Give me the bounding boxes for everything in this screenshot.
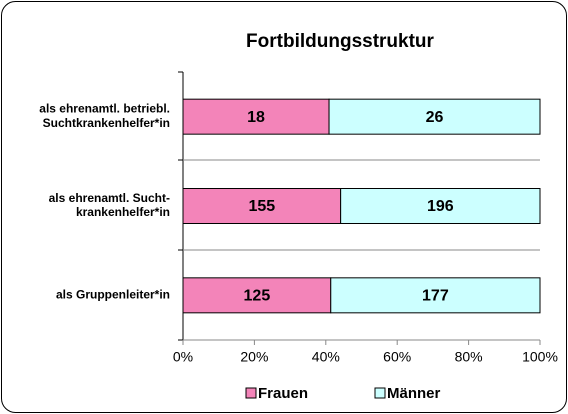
bar-segment [182, 98, 330, 135]
y-tick-label: als ehrenamtl. Sucht-krankenhelfer*in [49, 191, 170, 219]
legend-label: Männer [387, 385, 441, 402]
legend-label: Frauen [258, 385, 308, 402]
x-tick-label: 80% [455, 349, 483, 365]
y-tick-label: als ehrenamtl. betriebl. Suchtkrankenhelf… [39, 102, 170, 130]
data-label: 26 [426, 109, 444, 126]
bar-segment [182, 277, 332, 314]
data-label: 177 [422, 288, 449, 305]
x-tick-label: 20% [240, 349, 268, 365]
chart-title: Fortbildungsstruktur [246, 31, 434, 52]
data-label: 18 [247, 109, 265, 126]
data-label: 155 [248, 198, 275, 215]
x-tick-label: 100% [522, 349, 558, 365]
data-label: 125 [244, 288, 271, 305]
y-tick-label: als Gruppenleiter*in [56, 288, 170, 302]
data-label: 196 [427, 198, 454, 215]
bar-segment [340, 188, 541, 224]
x-tick-label: 60% [383, 349, 411, 365]
x-tick-label: 0% [173, 349, 193, 365]
legend-swatch [245, 387, 257, 399]
bar-segment [328, 98, 541, 135]
x-tick-label: 40% [312, 349, 340, 365]
bar-segment [330, 277, 541, 314]
legend-swatch [374, 387, 386, 399]
